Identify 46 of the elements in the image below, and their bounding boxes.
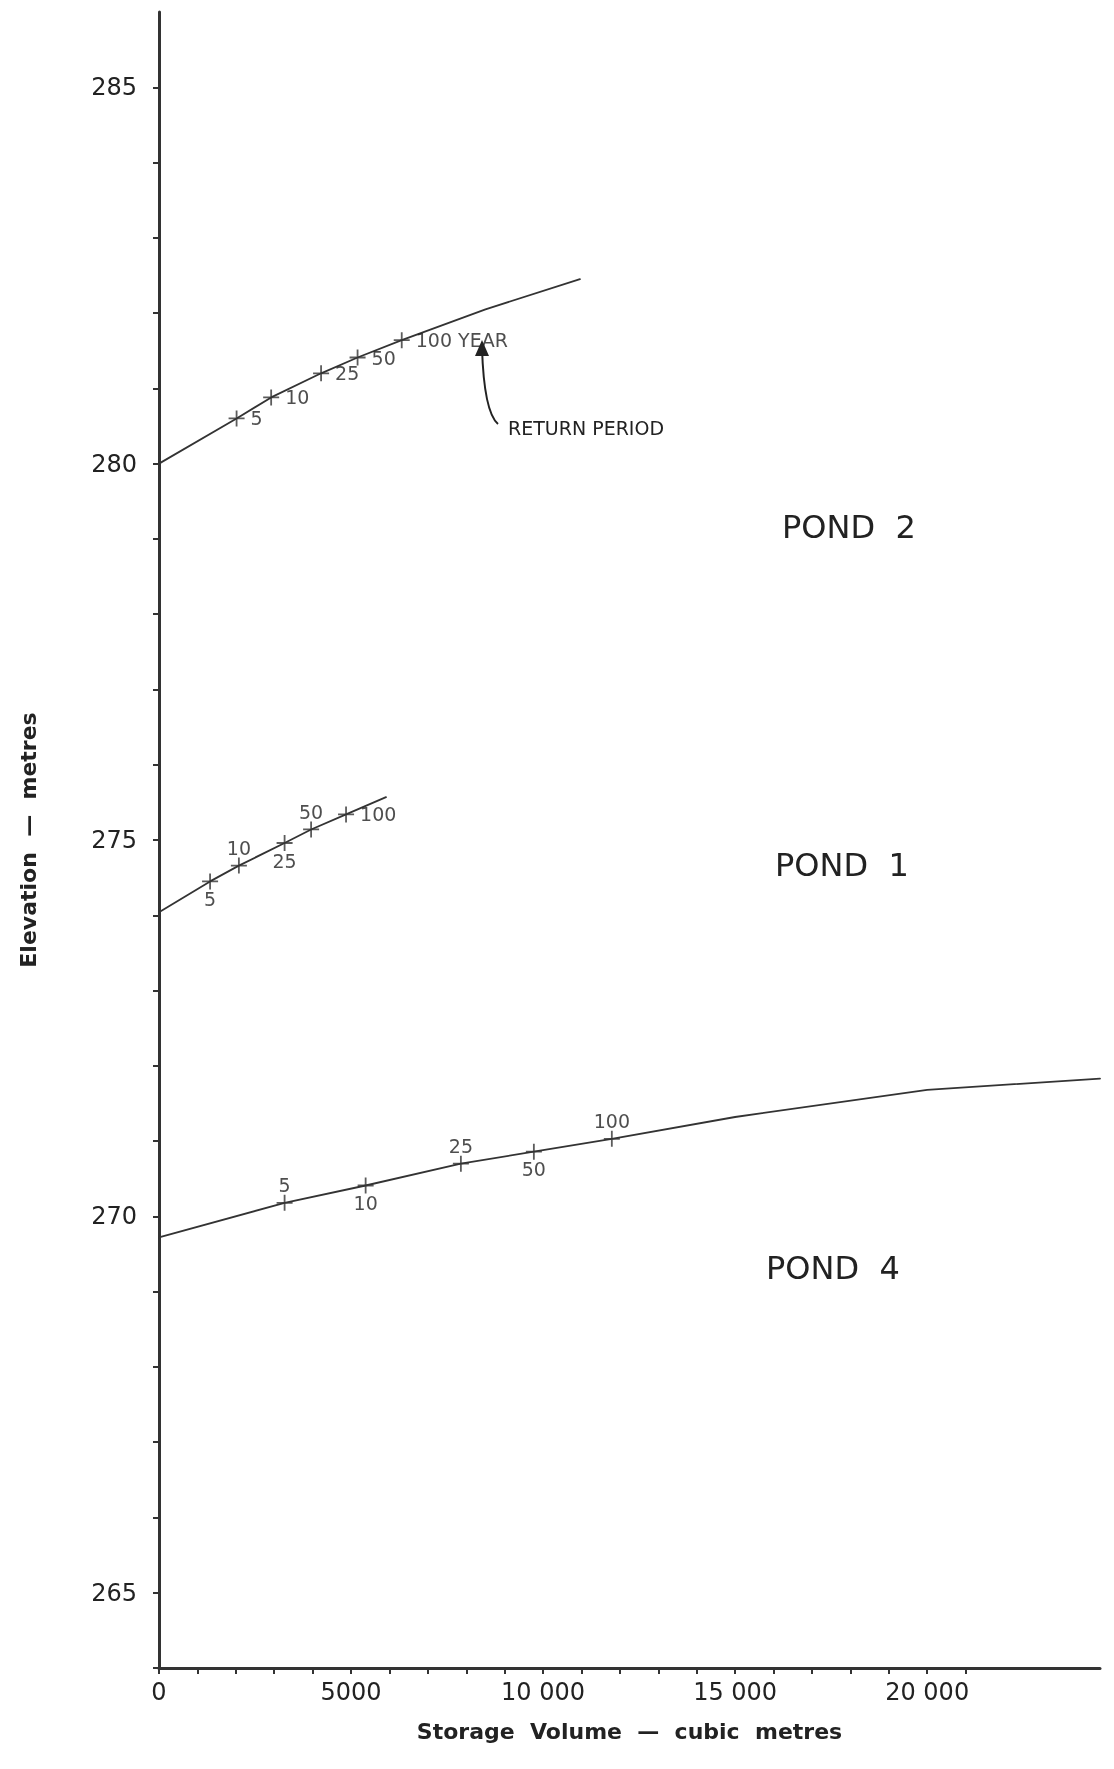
annotation: 5 <box>278 1174 291 1197</box>
annotation: POND 4 <box>766 1249 900 1287</box>
point <box>275 1193 294 1212</box>
annotation: 50 <box>521 1158 546 1181</box>
x-tick-label: 0 <box>151 1678 167 1706</box>
point <box>227 409 246 428</box>
annotation: 5 <box>250 407 263 430</box>
annotation: 100 <box>360 803 397 826</box>
point <box>275 834 294 852</box>
annotation: POND 1 <box>775 846 909 884</box>
annotation: 10 <box>353 1192 378 1214</box>
annotation: POND 2 <box>782 508 916 546</box>
x-tick-label: 10 000 <box>501 1678 586 1706</box>
annotation: 50 <box>299 800 324 823</box>
y-tick-label: 285 <box>91 73 137 102</box>
point <box>229 856 248 875</box>
annotation: 25 <box>448 1135 473 1158</box>
point <box>302 820 320 839</box>
point <box>312 364 330 383</box>
point <box>337 805 355 824</box>
point <box>524 1142 543 1161</box>
annotation: 25 <box>272 849 297 872</box>
annotation: 100 <box>593 1110 630 1133</box>
annotation: RETURN PERIOD <box>508 417 665 439</box>
annotation: 25 <box>335 362 360 385</box>
x-tick-label: 20 000 <box>885 1678 970 1706</box>
annotation: 10 <box>226 837 251 860</box>
point <box>392 331 411 350</box>
point <box>451 1154 470 1173</box>
annotation: 100 YEAR <box>415 329 508 352</box>
point <box>356 1176 375 1195</box>
annotation: 10 <box>285 386 310 409</box>
y-tick-label: 270 <box>91 1202 137 1231</box>
y-tick-label: 265 <box>91 1578 137 1607</box>
point <box>201 872 219 891</box>
y-tick-label: 275 <box>91 826 137 854</box>
x-axis-title: Storage Volume — cubic metres <box>416 1718 843 1744</box>
x-tick-label: 15 000 <box>693 1678 778 1706</box>
point <box>262 388 281 407</box>
x-tick-label: 5000 <box>320 1678 382 1706</box>
point <box>602 1129 621 1148</box>
annotation: 5 <box>204 887 217 910</box>
y-axis-title: Elevation — metres <box>15 712 41 968</box>
point <box>348 348 367 367</box>
y-tick-label: 280 <box>91 449 137 478</box>
annotation: 50 <box>371 346 396 369</box>
